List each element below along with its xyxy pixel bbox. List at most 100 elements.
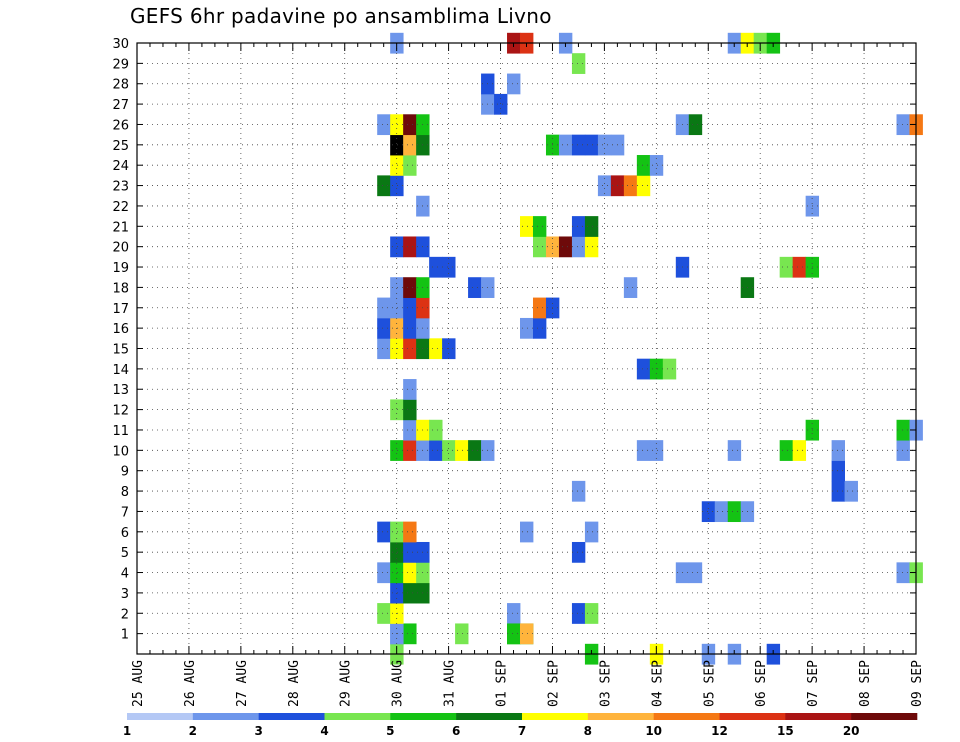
heatmap-cell [584, 521, 599, 543]
y-tick-label: 19 [112, 261, 129, 276]
heatmap-cell [403, 134, 417, 156]
colorbar-swatch [456, 713, 523, 720]
colorbar-swatch [851, 713, 918, 720]
heatmap-cell [403, 419, 417, 441]
heatmap-cell [377, 338, 391, 360]
heatmap-cell [571, 53, 586, 74]
heatmap-cell [377, 562, 391, 584]
heatmap-cell [429, 338, 443, 360]
y-tick-label: 6 [121, 526, 129, 541]
colorbar-label: 10 [645, 724, 662, 738]
y-tick-label: 9 [121, 465, 129, 480]
x-tick-label: 26 AUG [183, 660, 198, 707]
heatmap-cell [403, 317, 417, 339]
heatmap-cell [662, 358, 677, 380]
y-tick-label: 15 [112, 343, 129, 358]
heatmap-cell [532, 236, 547, 258]
heatmap-cell [520, 317, 534, 339]
heatmap-cell [377, 114, 391, 136]
heatmap-cell [571, 236, 586, 258]
heatmap-cell [584, 236, 599, 258]
colorbar-label: 20 [843, 724, 860, 738]
heatmap-cell [468, 440, 482, 461]
colorbar-label: 3 [254, 724, 262, 738]
heatmap-cell [507, 73, 521, 95]
heatmap-cell [597, 175, 612, 197]
heatmap-cell [377, 317, 391, 339]
y-tick-label: 17 [112, 302, 129, 317]
heatmap-cell [403, 297, 417, 319]
colorbar-swatch [653, 713, 720, 720]
colorbar-label: 7 [518, 724, 526, 738]
x-tick-label: 31 AUG [443, 660, 458, 707]
colorbar-label: 15 [777, 724, 794, 738]
y-tick-label: 21 [112, 220, 129, 235]
x-tick-label: 06 SEP [754, 660, 769, 707]
y-tick-label: 4 [121, 567, 129, 582]
y-tick-label: 7 [121, 505, 129, 520]
colorbar-swatch [127, 713, 194, 720]
colorbar-label: 8 [584, 724, 592, 738]
heatmap-cell [727, 501, 742, 523]
heatmap-cell [636, 155, 651, 176]
heatmap-cell [403, 155, 417, 176]
heatmap-cell [532, 216, 547, 237]
x-tick-label: 01 SEP [495, 660, 510, 707]
heatmap-cell [636, 358, 651, 380]
x-tick-label: 09 SEP [910, 660, 925, 707]
colorbar-swatch [785, 713, 852, 720]
heatmap-cell [377, 297, 391, 319]
y-tick-label: 3 [121, 587, 129, 602]
heatmap-cell [636, 440, 651, 461]
chart-title: GEFS 6hr padavine po ansamblima Livno [130, 4, 552, 28]
heatmap-cell [507, 623, 521, 645]
heatmap-cell [571, 480, 586, 502]
y-tick-label: 26 [112, 118, 129, 133]
heatmap-cell [792, 440, 807, 461]
heatmap-cell [390, 155, 404, 176]
heatmap-cell [831, 480, 845, 502]
heatmap-cell [571, 603, 586, 624]
heatmap-cell [468, 277, 482, 298]
heatmap-cell [390, 521, 404, 543]
heatmap-cell [896, 562, 910, 584]
heatmap-cell [442, 256, 456, 278]
heatmap-cell [403, 623, 417, 645]
heatmap-cell [727, 440, 742, 461]
x-tick-label: 27 AUG [235, 660, 250, 707]
heatmap-cell [792, 256, 807, 278]
heatmap-cell [831, 440, 845, 461]
heatmap-cell [377, 521, 391, 543]
colorbar-label: 4 [320, 724, 328, 738]
heatmap-cell [403, 440, 417, 461]
heatmap-cell [403, 277, 417, 298]
colorbar-swatch [719, 713, 786, 720]
heatmap-cell [623, 175, 638, 197]
heatmap-cell [403, 236, 417, 258]
heatmap-cell [636, 175, 651, 197]
heatmap-cell [584, 216, 599, 237]
y-tick-label: 13 [112, 383, 129, 398]
y-tick-label: 14 [112, 363, 129, 378]
heatmap-cell [896, 419, 910, 441]
heatmap-cell [649, 358, 664, 380]
x-tick-label: 25 AUG [131, 660, 146, 707]
y-tick-label: 27 [112, 98, 129, 113]
colorbar-label: 12 [711, 724, 728, 738]
heatmap-cell [403, 541, 417, 563]
colorbar-label: 2 [189, 724, 197, 738]
heatmap-cell [429, 440, 443, 461]
heatmap-cell [584, 134, 599, 156]
heatmap-cell [403, 562, 417, 584]
y-tick-label: 25 [112, 139, 129, 154]
y-tick-label: 18 [112, 281, 129, 296]
x-tick-label: 05 SEP [702, 660, 717, 707]
heatmap-cell [571, 216, 586, 237]
colorbar-swatch [587, 713, 654, 720]
heatmap-cell [532, 297, 547, 319]
x-tick-label: 08 SEP [858, 660, 873, 707]
heatmap-cell [571, 541, 586, 563]
heatmap-cell [390, 236, 404, 258]
colorbar-swatch [390, 713, 457, 720]
colorbar-swatch [324, 713, 391, 720]
